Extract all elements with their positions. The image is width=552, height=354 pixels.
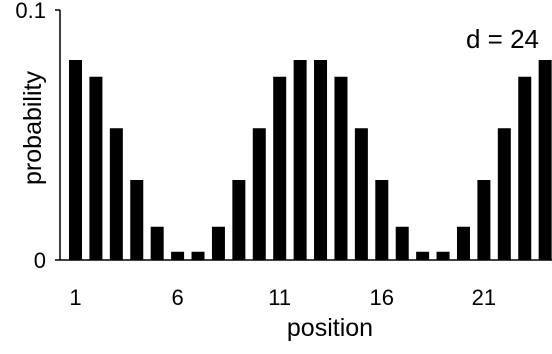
bar-position-4 [130,180,144,260]
bar-position-3 [109,128,123,260]
x-axis-title: position [287,314,373,342]
bar-position-19 [436,251,450,260]
x-tick-label-1: 1 [69,285,81,310]
x-tick-label-11: 11 [268,285,291,310]
bar-position-7 [191,251,205,260]
d-annotation: d = 24 [466,24,539,54]
y-axis-title: probability [19,71,47,185]
x-tick-label-16: 16 [370,285,394,310]
bar-position-16 [375,180,389,260]
bar-position-15 [354,128,368,260]
bar-position-12 [293,60,307,260]
bars-group [69,60,552,260]
bar-position-11 [273,76,287,260]
bar-position-10 [252,128,266,260]
bar-position-2 [89,76,103,260]
bar-position-1 [69,60,82,260]
x-tick-labels: 1 6 11 16 21 [69,285,496,310]
bar-position-14 [334,76,348,260]
bar-position-18 [416,251,430,260]
bar-position-8 [211,226,225,260]
bar-position-23 [518,76,532,260]
bar-position-21 [477,180,491,260]
bar-position-24 [538,60,552,260]
bar-position-5 [150,226,164,260]
bar-position-6 [171,251,185,260]
y-tick-label-bottom: 0 [34,248,46,273]
x-tick-label-6: 6 [171,285,183,310]
bar-position-17 [395,226,409,260]
bar-position-9 [232,180,246,260]
x-tick-label-21: 21 [472,285,496,310]
y-tick-label-top: 0.1 [15,0,46,23]
bar-position-13 [314,60,328,260]
bar-position-22 [497,128,511,260]
bar-position-20 [456,226,470,260]
